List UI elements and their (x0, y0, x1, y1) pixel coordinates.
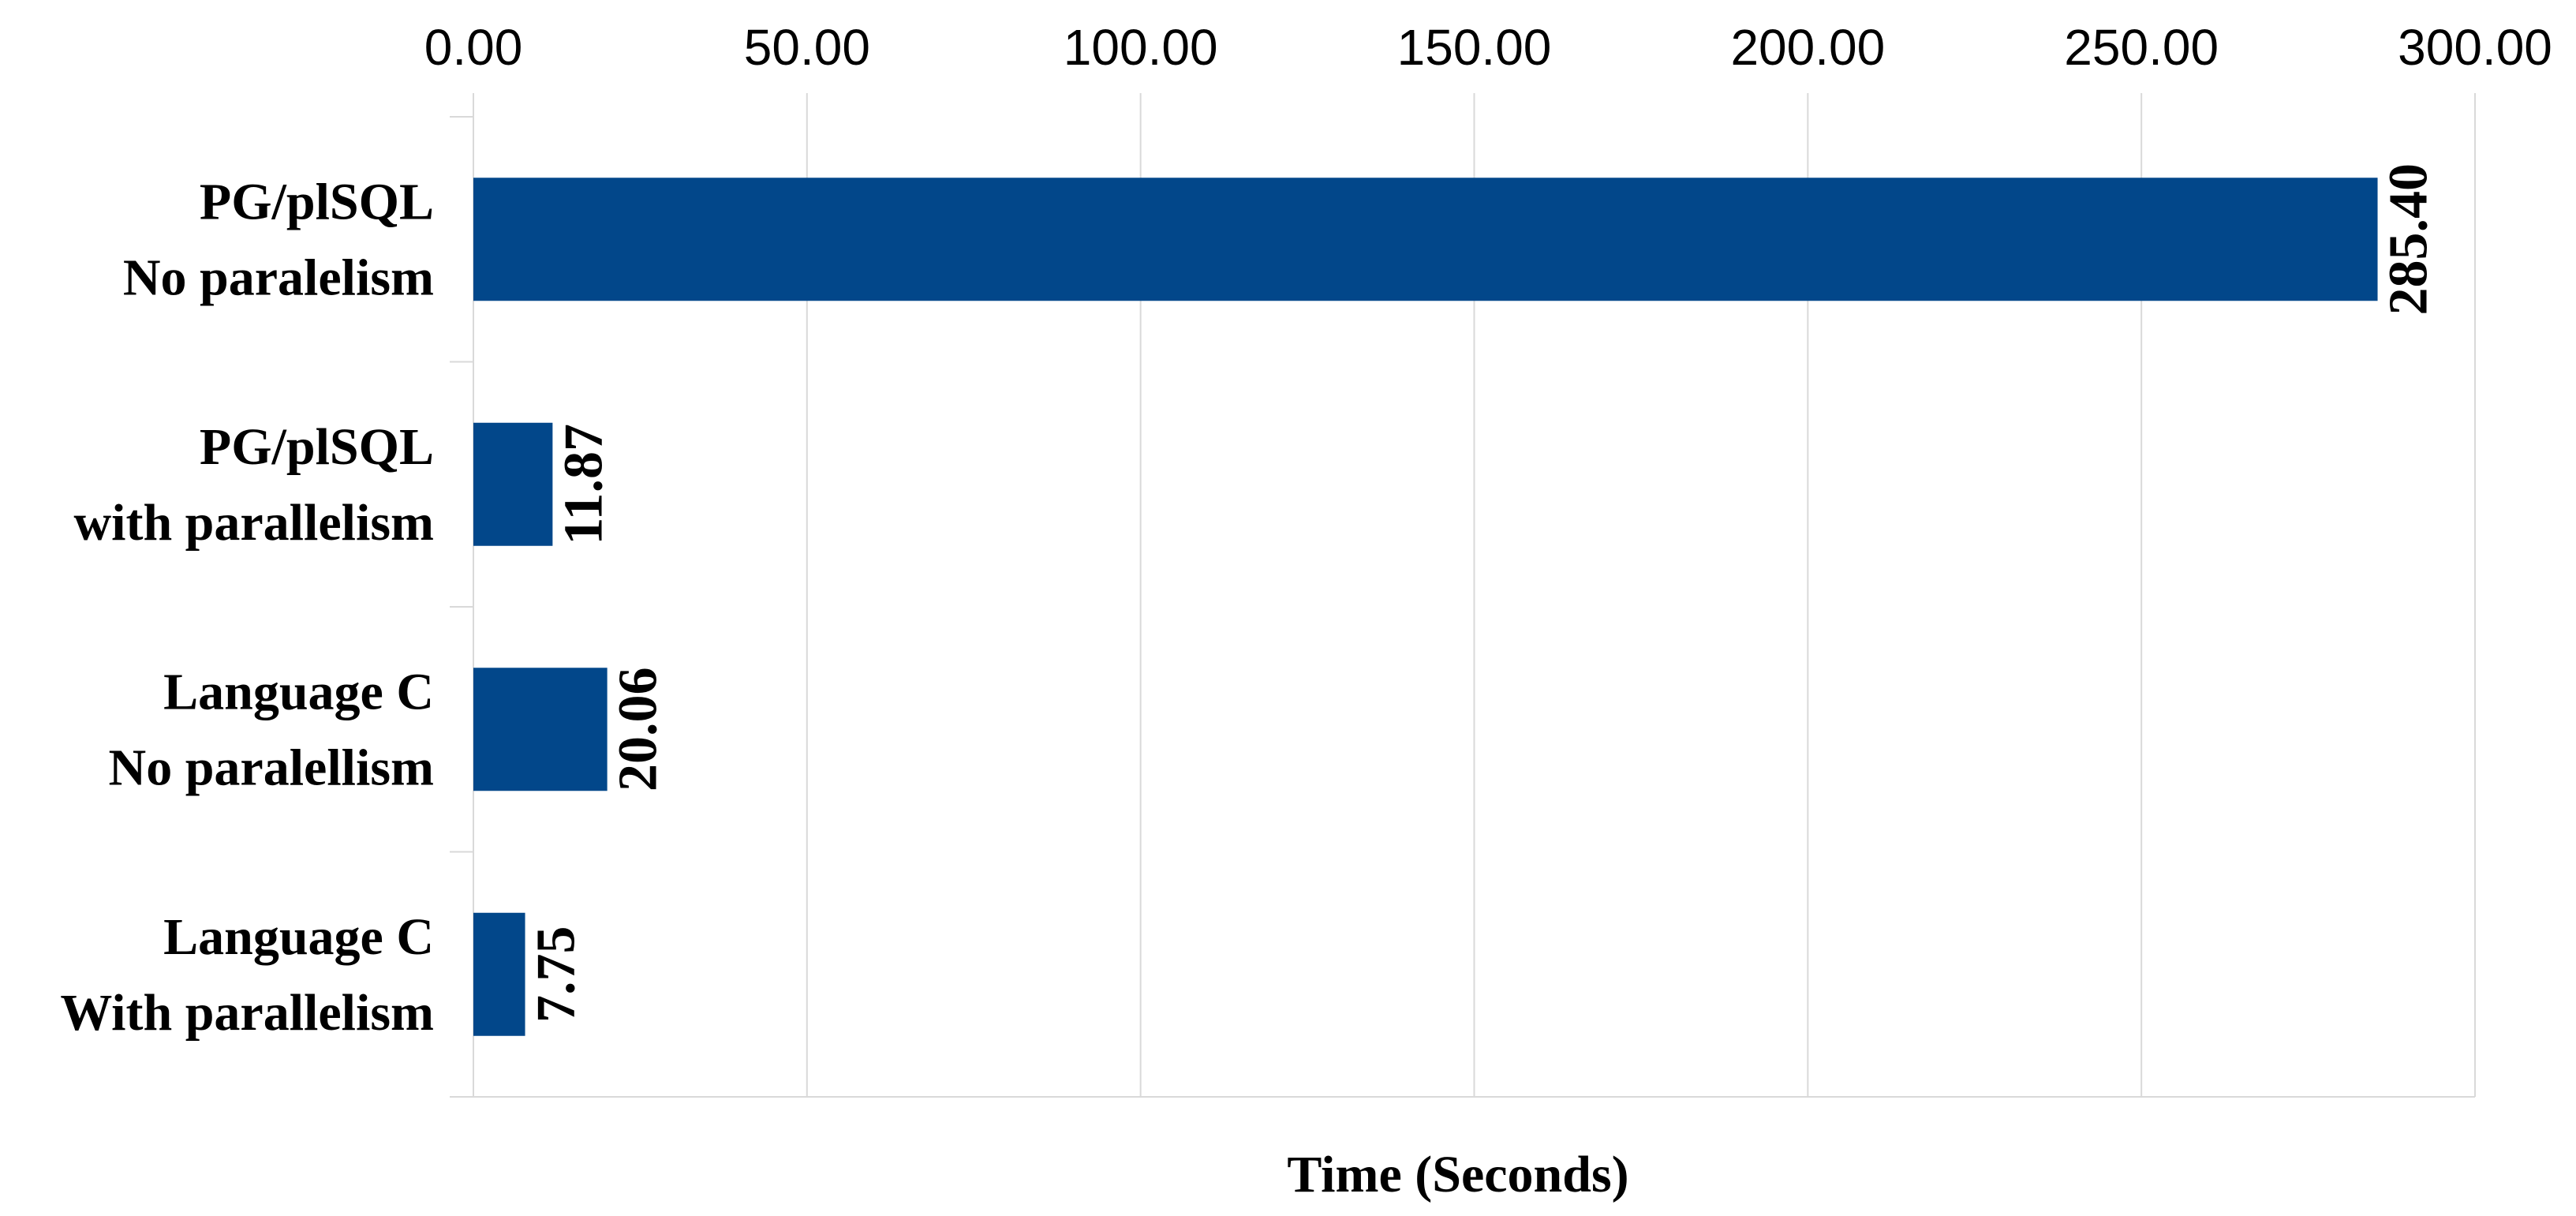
category-label: PG/plSQL (200, 173, 434, 230)
category-label: No paralelism (123, 249, 434, 306)
category-label: With parallelism (60, 984, 434, 1042)
category-label: Language C (163, 908, 434, 966)
category-label: with parallelism (74, 494, 435, 552)
x-tick-labels: 0.00 50.00 100.00 150.00 200.00 250.00 300.00 (424, 19, 2552, 76)
data-label: 7.75 (526, 926, 587, 1023)
category-labels: PG/plSQL No paralelism PG/plSQL with parall… (60, 173, 434, 1042)
category-label: No paralellism (109, 739, 434, 796)
bar (473, 422, 553, 546)
data-label: 285.40 (2379, 163, 2440, 316)
data-label: 11.87 (553, 424, 614, 545)
x-tick-label: 250.00 (2064, 19, 2219, 76)
bar (473, 668, 608, 791)
x-tick-label: 100.00 (1064, 19, 1218, 76)
x-tick-label: 300.00 (2398, 19, 2552, 76)
bar (473, 178, 2378, 301)
x-tick-label: 200.00 (1730, 19, 1885, 76)
x-tick-label: 0.00 (424, 19, 523, 76)
data-labels: 285.40 11.87 20.06 7.75 (526, 163, 2440, 1023)
data-label: 20.06 (608, 668, 669, 792)
x-tick-label: 50.00 (744, 19, 870, 76)
category-axis-frame (450, 116, 473, 1098)
x-tick-label: 150.00 (1397, 19, 1552, 76)
x-axis-title: Time (Seconds) (1287, 1146, 1628, 1203)
bar (473, 912, 525, 1036)
category-label: PG/plSQL (200, 418, 434, 476)
category-label: Language C (163, 663, 434, 720)
bars (473, 178, 2378, 1036)
